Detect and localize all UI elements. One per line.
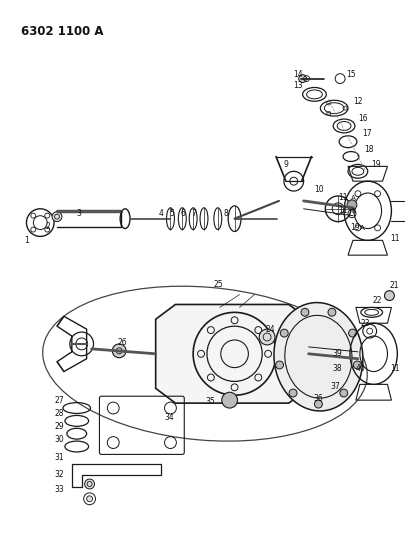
Text: 21: 21 (390, 281, 399, 290)
Circle shape (112, 344, 126, 358)
Text: 23: 23 (361, 319, 370, 328)
Text: 35: 35 (205, 397, 215, 406)
Text: 19: 19 (372, 160, 381, 169)
Text: 31: 31 (54, 453, 64, 462)
Text: 10: 10 (315, 184, 324, 193)
Text: 33: 33 (54, 486, 64, 495)
Polygon shape (156, 304, 308, 403)
Text: 25: 25 (214, 280, 224, 289)
Text: 30: 30 (54, 435, 64, 444)
Text: A: A (351, 195, 356, 201)
Circle shape (84, 479, 95, 489)
Text: 2: 2 (45, 222, 50, 231)
Text: 9: 9 (284, 160, 289, 169)
Text: 17: 17 (362, 130, 371, 139)
Circle shape (299, 75, 306, 83)
Circle shape (315, 400, 322, 408)
Ellipse shape (274, 303, 363, 411)
Text: B: B (351, 208, 356, 214)
Text: 6302 1100 A: 6302 1100 A (20, 25, 103, 38)
Circle shape (276, 361, 284, 369)
Text: 3: 3 (77, 209, 82, 218)
Text: 11: 11 (390, 364, 400, 373)
Text: 29: 29 (54, 422, 64, 431)
Text: 32: 32 (54, 470, 64, 479)
Text: 15: 15 (346, 70, 356, 79)
Circle shape (347, 200, 357, 210)
Circle shape (301, 308, 309, 316)
Text: 37: 37 (330, 382, 340, 391)
Text: 39: 39 (332, 349, 342, 358)
Text: 1: 1 (24, 236, 29, 245)
Circle shape (340, 389, 348, 397)
Text: A: A (360, 224, 365, 231)
Circle shape (259, 329, 275, 345)
Text: 19: 19 (350, 223, 359, 232)
Circle shape (328, 308, 336, 316)
Text: 38: 38 (332, 364, 342, 373)
Circle shape (349, 329, 357, 337)
Text: 6: 6 (180, 209, 185, 218)
Text: 13: 13 (293, 81, 302, 90)
Text: 34: 34 (164, 414, 174, 423)
Text: 5: 5 (169, 209, 174, 218)
Text: 22: 22 (373, 296, 382, 305)
Text: 7: 7 (191, 209, 196, 218)
Text: 26: 26 (117, 338, 127, 348)
Circle shape (52, 212, 62, 222)
Text: 12: 12 (353, 97, 362, 106)
Circle shape (86, 496, 93, 502)
Circle shape (280, 329, 288, 337)
Text: 28: 28 (54, 409, 64, 418)
Text: 27: 27 (54, 395, 64, 405)
Circle shape (289, 389, 297, 397)
Text: 16: 16 (358, 114, 368, 123)
Text: 36: 36 (313, 394, 323, 403)
Text: 14: 14 (293, 70, 302, 79)
Text: 40: 40 (356, 364, 366, 373)
Text: 4: 4 (159, 209, 164, 218)
Circle shape (353, 361, 361, 369)
Text: 24: 24 (265, 325, 275, 334)
Circle shape (222, 392, 237, 408)
Circle shape (384, 290, 395, 301)
Text: 11: 11 (338, 193, 348, 203)
Text: 8: 8 (224, 209, 228, 218)
Text: 11: 11 (338, 206, 348, 215)
Text: 11: 11 (390, 234, 400, 243)
Text: 18: 18 (364, 145, 373, 154)
